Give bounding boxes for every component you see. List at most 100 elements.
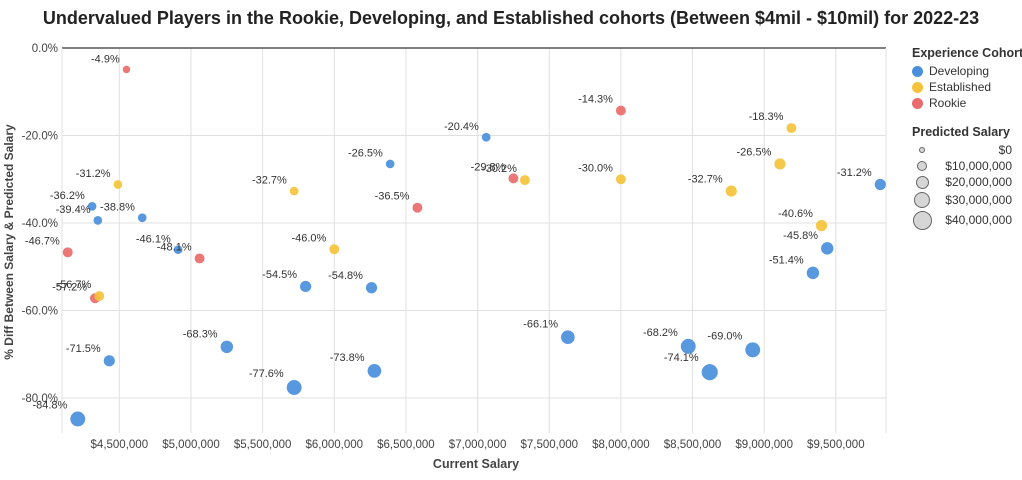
data-point-established xyxy=(289,186,299,196)
x-tick-label: $5,000,000 xyxy=(162,439,220,451)
x-tick-label: $9,500,000 xyxy=(807,439,865,451)
size-circle-icon xyxy=(912,210,932,230)
data-label: -38.8% xyxy=(100,201,135,213)
data-label: -46.7% xyxy=(25,235,60,247)
data-point-developing xyxy=(821,242,834,255)
data-point-developing xyxy=(745,342,761,358)
data-label: -31.2% xyxy=(76,168,111,180)
data-label: -29.8% xyxy=(471,161,506,173)
data-point-developing xyxy=(806,266,820,280)
data-point-rookie xyxy=(412,202,423,213)
y-tick-label: -20.0% xyxy=(22,131,58,143)
data-label: -31.2% xyxy=(837,167,872,179)
x-tick-label: $7,500,000 xyxy=(520,439,578,451)
data-label: -69.0% xyxy=(707,330,742,342)
gridlines xyxy=(61,47,887,433)
legend-swatch xyxy=(912,97,923,109)
legend-cohort-title: Experience Cohort xyxy=(912,46,1022,60)
data-point-developing xyxy=(173,245,183,255)
x-tick-label: $6,500,000 xyxy=(377,439,435,451)
data-label: -18.3% xyxy=(749,111,784,123)
data-label: -20.4% xyxy=(444,121,479,133)
data-point-developing xyxy=(220,340,233,354)
data-point-developing xyxy=(365,282,378,294)
legend-item-developing: Developing xyxy=(912,63,1022,79)
x-axis-label: Current Salary xyxy=(433,457,519,471)
data-labels: -4.9% -31.2% -36.2% -39.4% -38.8% -46.7% -46.1… xyxy=(25,54,872,412)
data-label: -56.7% xyxy=(56,279,91,291)
x-tick-label: $7,000,000 xyxy=(449,439,507,451)
x-tick-label: $8,000,000 xyxy=(592,439,650,451)
data-label: -30.2% xyxy=(482,163,517,175)
data-point-developing xyxy=(874,178,886,191)
legend-size-item: $40,000,000 xyxy=(912,209,1022,231)
data-point-established xyxy=(329,244,340,255)
data-label: -36.2% xyxy=(50,190,85,202)
data-point-rookie xyxy=(194,253,205,264)
legend-size-item: $0 xyxy=(912,142,1022,158)
data-point-established xyxy=(725,185,737,197)
data-point-developing xyxy=(481,132,491,142)
legend-size-label: $10,000,000 xyxy=(945,159,1012,173)
data-point-developing xyxy=(701,364,718,381)
data-label: -45.8% xyxy=(783,230,818,242)
data-label: -14.3% xyxy=(578,94,613,106)
y-axis-label: % Diff Between Salary & Predicted Salary xyxy=(2,124,16,360)
data-point-developing xyxy=(103,355,115,367)
x-tick-label: $9,000,000 xyxy=(735,439,793,451)
data-point-established xyxy=(774,158,786,170)
data-point-developing xyxy=(561,330,575,345)
y-tick-label: -60.0% xyxy=(22,306,58,318)
legend-item-rookie: Rookie xyxy=(912,95,1022,111)
legend-label: Developing xyxy=(929,64,990,78)
data-label: -26.5% xyxy=(348,148,383,160)
data-label: -51.4% xyxy=(769,255,804,267)
data-label: -71.5% xyxy=(66,343,101,355)
x-tick-label: $5,500,000 xyxy=(234,439,292,451)
data-label: -46.0% xyxy=(291,232,326,244)
legend: Experience Cohort Developing Established R… xyxy=(912,46,1022,231)
data-label: -32.7% xyxy=(688,173,723,185)
data-point-established xyxy=(815,220,828,232)
data-point-established xyxy=(615,174,626,185)
data-point-developing xyxy=(87,202,97,211)
size-circle-icon xyxy=(912,147,932,153)
x-tick-label: $8,500,000 xyxy=(664,439,722,451)
data-label: -30.0% xyxy=(578,162,613,174)
legend-size-label: $20,000,000 xyxy=(945,175,1012,189)
data-point-developing xyxy=(93,216,103,225)
legend-size-item: $30,000,000 xyxy=(912,190,1022,209)
x-tick-label: $4,500,000 xyxy=(91,439,149,451)
data-label: -57.2% xyxy=(52,281,87,293)
data-point-developing xyxy=(286,380,302,395)
data-point-developing xyxy=(137,213,147,223)
data-label: -77.6% xyxy=(249,368,284,380)
size-circle-icon xyxy=(912,161,932,171)
legend-item-established: Established xyxy=(912,79,1022,95)
chart-title: Undervalued Players in the Rookie, Devel… xyxy=(42,8,980,28)
data-label: -46.1% xyxy=(136,233,171,245)
legend-swatch xyxy=(912,65,923,77)
data-label: -54.8% xyxy=(328,270,363,282)
data-label: -84.8% xyxy=(32,400,67,412)
data-label: -54.5% xyxy=(262,269,297,281)
legend-size-item: $10,000,000 xyxy=(912,158,1022,174)
data-points xyxy=(62,65,886,427)
legend-size-title: Predicted Salary xyxy=(912,125,1010,139)
y-tick-label: 0.0% xyxy=(32,43,58,55)
data-point-developing xyxy=(385,159,395,169)
data-label: -26.5% xyxy=(737,146,772,158)
data-point-developing xyxy=(300,280,312,293)
data-point-rookie xyxy=(508,173,519,184)
data-point-established xyxy=(94,291,105,302)
data-label: -32.7% xyxy=(252,175,287,187)
y-axis-ticks: 0.0% -20.0% -40.0% -60.0% -80.0% xyxy=(22,43,58,405)
legend-swatch xyxy=(912,81,923,93)
data-label: -66.1% xyxy=(523,318,558,330)
data-label: -68.3% xyxy=(183,329,218,341)
size-circle-icon xyxy=(912,191,932,208)
data-label: -36.5% xyxy=(375,191,410,203)
data-label: -73.8% xyxy=(330,352,365,364)
data-point-established xyxy=(113,180,123,189)
